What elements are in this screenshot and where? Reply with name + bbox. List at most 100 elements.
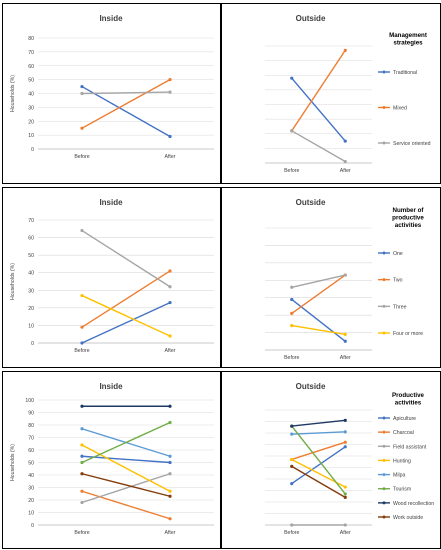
series-hunting: [80, 443, 172, 493]
series-line: [81, 85, 171, 138]
chart-title: Outside: [296, 198, 326, 207]
x-tick-label: Before: [284, 168, 299, 174]
data-point: [290, 297, 294, 302]
data-point: [168, 494, 172, 498]
series-service-oriented: [80, 90, 172, 96]
legend-marker: [382, 473, 386, 477]
data-point: [343, 492, 347, 496]
chart-panel-2: Outside Before After Management strategies Tr…: [221, 3, 441, 184]
legend-item: Mixed: [378, 106, 407, 112]
data-point: [80, 404, 84, 408]
legend-title: Productive activities: [392, 392, 425, 407]
data-point: [168, 134, 172, 139]
data-point: [80, 341, 84, 345]
legend-marker: [382, 444, 386, 448]
legend-item: Field assistant: [378, 444, 427, 450]
series-one: [80, 300, 172, 345]
y-tick-label: 100: [25, 398, 34, 404]
data-point: [80, 84, 84, 89]
legend-marker: [382, 304, 386, 308]
series-service-oriented: [290, 129, 347, 164]
data-point: [343, 440, 347, 444]
y-tick-label: 50: [28, 78, 34, 84]
series-line: [291, 130, 346, 163]
y-axis-label: Households (%): [10, 263, 16, 300]
legend-label: Hunting: [393, 458, 411, 464]
y-tick-label: 20: [28, 306, 34, 312]
chart-title: Outside: [296, 382, 326, 391]
series-line: [291, 425, 346, 495]
series-apiculture: [290, 445, 347, 486]
data-point: [168, 285, 172, 289]
legend-label: Four or more: [393, 331, 423, 337]
chart-panel-6: Outside Before After Productive activities Ap…: [221, 371, 441, 549]
y-tick-label: 60: [28, 64, 34, 70]
legend-label: Traditional: [393, 70, 417, 76]
data-point: [343, 339, 347, 343]
data-point: [80, 472, 84, 476]
legend-item: Hunting: [378, 458, 411, 464]
series-field-assistant: [80, 472, 172, 505]
x-tick-label: After: [340, 530, 351, 536]
series-wood-recollection: [80, 404, 172, 408]
series-line: [291, 49, 346, 132]
series-traditional: [290, 76, 347, 143]
legend-label: Two: [393, 278, 403, 284]
series-line: [291, 274, 346, 314]
data-point: [168, 404, 172, 408]
legend-item: Milpa: [378, 473, 406, 479]
data-point: [343, 430, 347, 434]
x-tick-label: Before: [284, 355, 299, 361]
legend-item: Traditional: [378, 70, 417, 76]
legend-label: Apiculture: [393, 416, 416, 422]
y-tick-label: 30: [28, 288, 34, 294]
panel-border: [221, 371, 441, 549]
panel-border: [2, 187, 221, 368]
legend-title: Number of productive activities: [392, 207, 424, 229]
x-tick-label: After: [340, 355, 351, 361]
legend-item: Charcoal: [378, 430, 414, 436]
series-work-outside: [290, 464, 347, 499]
legend-marker: [382, 251, 386, 255]
data-point: [80, 427, 84, 431]
series-line: [81, 270, 171, 328]
data-point: [290, 523, 294, 527]
series-line: [81, 490, 171, 520]
y-tick-label: 0: [31, 147, 34, 153]
y-tick-label: 40: [28, 473, 34, 479]
x-tick-label: After: [340, 168, 351, 174]
legend-title: Management strategies: [389, 32, 427, 47]
legend-marker: [382, 515, 386, 519]
series-line: [291, 431, 346, 435]
x-tick-label: Before: [284, 530, 299, 536]
y-tick-label: 50: [28, 253, 34, 259]
x-tick-label: After: [165, 530, 176, 536]
y-tick-label: 80: [28, 36, 34, 42]
y-tick-label: 90: [28, 411, 34, 417]
panel-border: [221, 3, 441, 184]
y-axis-label: Households (%): [10, 75, 16, 112]
data-point: [80, 489, 84, 493]
series-four-or-more: [80, 293, 172, 338]
legend-label: One: [393, 251, 403, 257]
y-tick-label: 70: [28, 218, 34, 224]
data-point: [290, 311, 294, 315]
chart-title: Inside: [99, 198, 123, 207]
series-line: [291, 324, 346, 336]
legend-item: One: [378, 251, 403, 257]
series-tourism: [80, 420, 172, 465]
data-point: [343, 523, 347, 527]
legend-marker: [382, 331, 386, 335]
y-tick-label: 70: [28, 436, 34, 442]
series-line: [291, 419, 346, 427]
data-point: [80, 460, 84, 465]
data-point: [290, 464, 294, 468]
series-line: [291, 465, 346, 499]
legend-label: Field assistant: [393, 444, 427, 450]
y-tick-label: 10: [28, 133, 34, 139]
data-point: [290, 285, 294, 289]
data-point: [80, 126, 84, 130]
data-point: [80, 91, 84, 96]
data-point: [290, 457, 294, 462]
series-line: [81, 91, 171, 95]
